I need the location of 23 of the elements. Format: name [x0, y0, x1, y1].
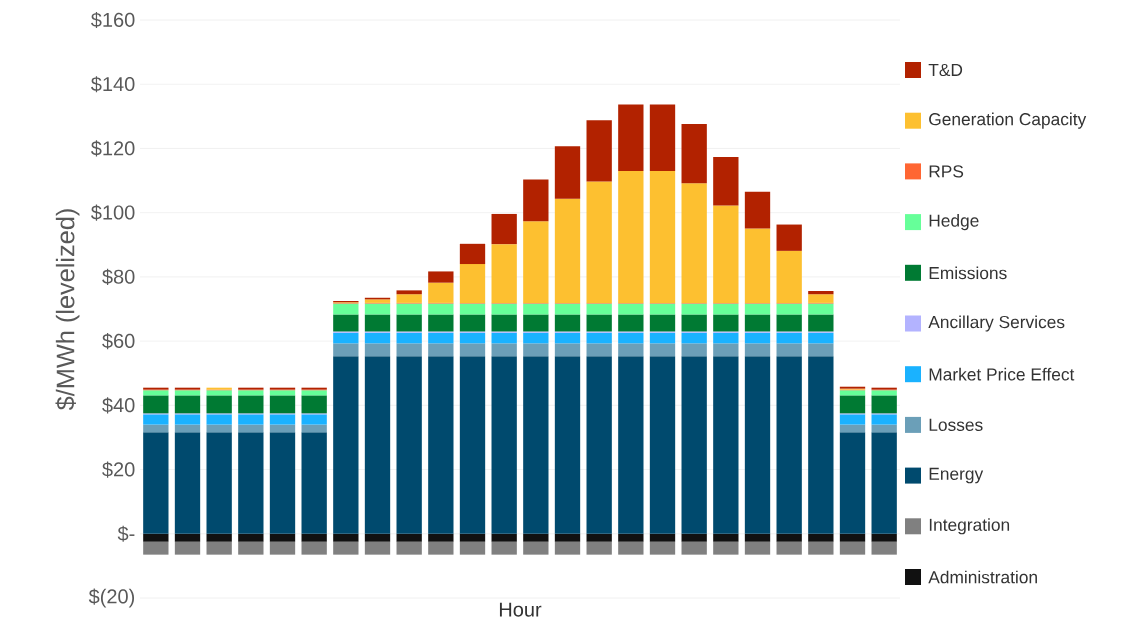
y-tick-label: $120 — [91, 140, 135, 157]
legend-label: Losses — [929, 418, 983, 431]
y-tick-label: $40 — [102, 397, 135, 414]
y-axis-title: $/MWh (levelized) — [55, 209, 80, 411]
legend-label: Integration — [929, 518, 1010, 535]
y-tick-label: $80 — [102, 268, 135, 285]
legend-label: Market Price Effect — [929, 367, 1075, 381]
legend-label: Ancillary Services — [928, 315, 1065, 332]
y-tick-label: $60 — [102, 333, 135, 350]
y-tick-label: $- — [117, 525, 135, 542]
legend-label: Emissions — [929, 266, 1007, 280]
y-tick-label: $20 — [102, 461, 135, 478]
x-axis-title: Hour — [499, 602, 542, 617]
y-tick-label: $160 — [91, 11, 135, 29]
legend-label: Administration — [928, 570, 1037, 584]
legend-label: RPS — [929, 165, 964, 178]
y-tick-label: $100 — [91, 204, 135, 221]
y-tick-label: $(20) — [88, 588, 135, 608]
legend-label: Hedge — [929, 214, 979, 231]
y-tick-label: $140 — [91, 76, 135, 93]
legend-label: Generation Capacity — [929, 112, 1087, 129]
legend-label: Energy — [929, 467, 984, 484]
legend-label: T&D — [928, 63, 963, 77]
